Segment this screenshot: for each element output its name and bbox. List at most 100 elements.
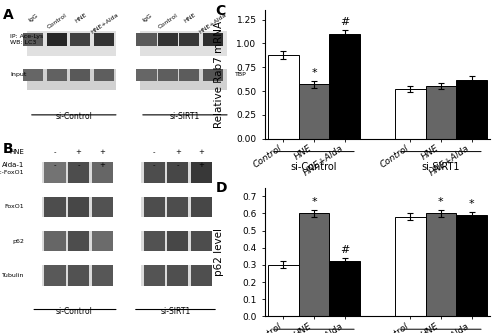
- Text: Alda-1: Alda-1: [2, 163, 24, 168]
- Text: -: -: [153, 149, 156, 155]
- Text: HNE: HNE: [74, 12, 88, 24]
- Text: *: *: [311, 197, 317, 207]
- Text: Ac-FoxO1: Ac-FoxO1: [0, 170, 24, 175]
- Text: +: +: [100, 163, 105, 168]
- Bar: [94, 33, 114, 47]
- Text: IP: Ace-Lys
WB: LC3: IP: Ace-Lys WB: LC3: [10, 34, 43, 45]
- Bar: [330, 34, 360, 139]
- Bar: [92, 197, 113, 217]
- Bar: [191, 265, 212, 286]
- Bar: [26, 31, 117, 56]
- Text: HNE+Alda: HNE+Alda: [198, 12, 228, 35]
- Bar: [395, 217, 426, 316]
- Bar: [42, 231, 113, 251]
- Bar: [144, 231, 165, 251]
- Text: HNE+Alda: HNE+Alda: [90, 12, 120, 35]
- Text: IgG: IgG: [28, 12, 40, 23]
- Text: -: -: [78, 163, 80, 168]
- Text: si-SIRT1: si-SIRT1: [422, 162, 460, 172]
- Bar: [179, 33, 199, 47]
- Bar: [136, 69, 156, 81]
- Text: #: #: [340, 245, 349, 255]
- Bar: [141, 163, 212, 183]
- Bar: [167, 163, 188, 183]
- Text: C: C: [216, 4, 226, 18]
- Text: #: #: [340, 17, 349, 27]
- Bar: [191, 163, 212, 183]
- Bar: [46, 33, 66, 47]
- Y-axis label: p62 level: p62 level: [214, 228, 224, 276]
- Text: B: B: [3, 142, 13, 156]
- Bar: [179, 69, 199, 81]
- Text: *: *: [438, 197, 444, 207]
- Bar: [92, 265, 113, 286]
- Bar: [42, 197, 113, 217]
- Bar: [70, 69, 90, 81]
- Bar: [70, 33, 90, 47]
- Text: TBP: TBP: [234, 73, 246, 78]
- Bar: [268, 265, 298, 316]
- Bar: [94, 69, 114, 81]
- Text: *: *: [311, 68, 317, 78]
- Text: Control: Control: [46, 12, 68, 30]
- Bar: [92, 231, 113, 251]
- Bar: [330, 261, 360, 316]
- Bar: [158, 33, 178, 47]
- Text: si-SIRT1: si-SIRT1: [160, 307, 190, 316]
- Bar: [141, 231, 212, 251]
- Text: -: -: [153, 163, 156, 168]
- Bar: [144, 163, 165, 183]
- Text: -: -: [54, 163, 56, 168]
- Bar: [167, 265, 188, 286]
- Bar: [191, 231, 212, 251]
- Bar: [141, 197, 212, 217]
- Bar: [202, 33, 223, 47]
- Bar: [426, 213, 456, 316]
- Bar: [23, 33, 43, 47]
- Text: *: *: [469, 199, 474, 209]
- Text: si-Control: si-Control: [290, 162, 337, 172]
- Bar: [456, 80, 487, 139]
- Text: si-Control: si-Control: [56, 112, 92, 121]
- Bar: [191, 197, 212, 217]
- Bar: [395, 89, 426, 139]
- Bar: [158, 69, 178, 81]
- Text: HNE: HNE: [10, 149, 24, 155]
- Text: si-SIRT1: si-SIRT1: [170, 112, 200, 121]
- Bar: [298, 213, 330, 316]
- Text: A: A: [3, 8, 13, 22]
- Bar: [68, 197, 89, 217]
- Text: +: +: [175, 149, 181, 155]
- Bar: [456, 215, 487, 316]
- Text: Input: Input: [10, 73, 26, 78]
- Y-axis label: Relative Rab7 mRNA: Relative Rab7 mRNA: [214, 21, 224, 128]
- Bar: [46, 69, 66, 81]
- Bar: [167, 231, 188, 251]
- Text: +: +: [76, 149, 82, 155]
- Text: +: +: [198, 149, 204, 155]
- Bar: [144, 197, 165, 217]
- Text: Control: Control: [158, 12, 179, 30]
- Bar: [268, 55, 298, 139]
- Bar: [68, 231, 89, 251]
- Bar: [167, 197, 188, 217]
- Bar: [426, 86, 456, 139]
- Bar: [42, 265, 113, 286]
- Bar: [44, 231, 66, 251]
- Bar: [68, 163, 89, 183]
- Text: D: D: [216, 181, 227, 195]
- Bar: [140, 31, 228, 56]
- Text: FoxO1: FoxO1: [4, 204, 24, 209]
- Text: -: -: [176, 163, 179, 168]
- Text: -: -: [54, 149, 56, 155]
- Text: +: +: [198, 163, 204, 168]
- Text: IgG: IgG: [142, 12, 153, 23]
- Bar: [202, 69, 223, 81]
- Bar: [26, 69, 117, 90]
- Bar: [298, 84, 330, 139]
- Bar: [23, 69, 43, 81]
- Bar: [136, 33, 156, 47]
- Text: si-Control: si-Control: [56, 307, 92, 316]
- Bar: [44, 163, 66, 183]
- Bar: [140, 69, 228, 90]
